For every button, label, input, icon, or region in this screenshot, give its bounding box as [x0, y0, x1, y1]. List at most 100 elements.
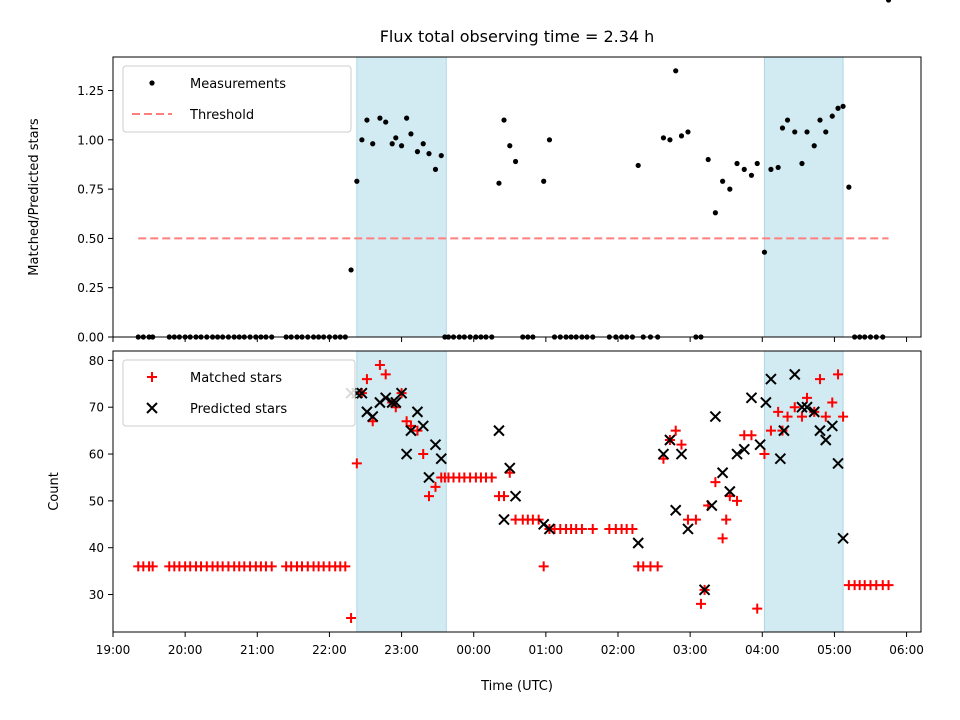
- shaded-interval: [763, 56, 844, 338]
- data-point: [389, 141, 395, 147]
- data-point: [777, 425, 788, 436]
- data-point: [695, 598, 706, 609]
- data-point: [438, 152, 444, 159]
- data-point: [792, 129, 798, 135]
- y-tick-label: 0.50: [77, 232, 104, 246]
- data-point: [759, 449, 770, 460]
- series-measurements: [135, 0, 892, 340]
- data-point: [676, 439, 687, 450]
- y-tick-label: 1.25: [77, 84, 104, 98]
- legend: Matched stars Predicted stars: [122, 359, 356, 427]
- shaded-interval: [356, 56, 447, 338]
- data-point: [354, 178, 360, 184]
- data-point: [731, 448, 743, 460]
- data-point: [840, 103, 846, 109]
- data-point: [773, 406, 784, 417]
- y-tick-label: 1.00: [77, 133, 104, 147]
- axes-frame: [112, 56, 922, 338]
- y-tick-label: 70: [89, 401, 104, 415]
- legend-label: Threshold: [189, 108, 254, 123]
- data-point: [823, 129, 829, 135]
- data-point: [673, 68, 679, 74]
- data-point: [789, 402, 800, 413]
- chart-title: Flux total observing time = 2.34 h: [380, 27, 655, 46]
- y-tick-label: 0.75: [77, 183, 104, 197]
- data-point: [727, 186, 733, 192]
- data-point: [716, 467, 729, 479]
- data-point: [266, 561, 277, 572]
- data-point: [738, 443, 750, 456]
- data-point: [398, 143, 405, 149]
- data-point: [720, 178, 726, 184]
- x-tick-label: 20:00: [168, 643, 203, 657]
- data-point: [423, 491, 434, 502]
- data-point: [420, 141, 426, 147]
- data-point: [147, 561, 158, 572]
- data-point: [504, 462, 516, 474]
- data-point: [395, 387, 408, 399]
- data-point: [885, 0, 892, 3]
- legend-label: Measurements: [190, 77, 286, 92]
- data-point: [752, 603, 763, 614]
- data-point: [775, 164, 781, 171]
- data-point: [543, 523, 556, 535]
- data-point: [499, 491, 510, 502]
- data-point: [632, 537, 644, 549]
- data-point: [370, 141, 376, 147]
- data-point: [682, 523, 694, 535]
- data-point: [774, 453, 787, 465]
- legend-label: Matched stars: [190, 371, 282, 386]
- data-point: [627, 523, 638, 534]
- data-point: [390, 396, 402, 409]
- data-point: [635, 162, 641, 169]
- data-point: [698, 584, 711, 596]
- data-point: [486, 472, 497, 483]
- data-point: [351, 458, 362, 469]
- data-point: [838, 411, 849, 422]
- data-point: [721, 514, 732, 525]
- data-point: [657, 448, 670, 460]
- data-point: [346, 612, 357, 623]
- series-predicted-stars: [345, 368, 849, 596]
- data-point: [837, 532, 849, 545]
- x-tick-label: 01:00: [529, 643, 564, 657]
- x-tick-label: 02:00: [601, 643, 636, 657]
- data-point: [374, 360, 385, 371]
- data-point: [765, 425, 776, 436]
- data-point: [748, 172, 755, 178]
- data-point: [435, 453, 447, 465]
- data-point: [832, 457, 844, 470]
- data-point: [761, 249, 768, 255]
- data-point: [675, 448, 688, 460]
- data-point: [652, 561, 663, 572]
- legend-box: [122, 359, 356, 427]
- legend: Measurements Threshold: [122, 65, 352, 133]
- data-point: [414, 149, 421, 155]
- data-point: [709, 410, 722, 423]
- data-point: [496, 180, 502, 186]
- data-point: [386, 396, 398, 409]
- x-tick-label: 05:00: [817, 643, 852, 657]
- data-point: [782, 411, 793, 422]
- data-point: [404, 115, 410, 121]
- data-point: [509, 490, 522, 502]
- data-point: [417, 420, 429, 432]
- data-point: [412, 425, 423, 436]
- data-point: [377, 115, 383, 121]
- data-point: [507, 143, 513, 149]
- panel-2: 19:00 20:00 21:00 22:00 23:00 00:00 01:00 02:00…: [47, 350, 924, 657]
- shaded-interval: [763, 350, 844, 633]
- data-point: [498, 513, 510, 526]
- data-point: [383, 119, 389, 125]
- legend-label: Predicted stars: [190, 402, 287, 417]
- data-point: [717, 533, 728, 544]
- data-point: [802, 392, 813, 403]
- data-point: [814, 424, 826, 437]
- data-point: [779, 125, 786, 131]
- data-point: [429, 438, 442, 451]
- data-point: [712, 210, 718, 216]
- x-axis-label: Time (UTC): [480, 679, 553, 694]
- data-point: [430, 481, 441, 492]
- data-point: [817, 117, 823, 123]
